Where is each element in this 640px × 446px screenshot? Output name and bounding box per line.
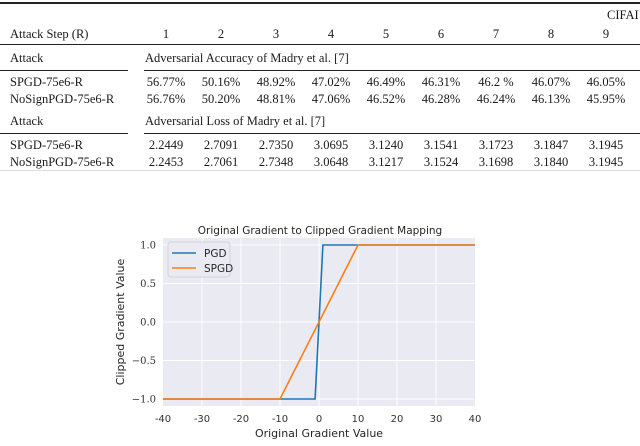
step-header-7: 7 (492, 27, 500, 41)
x-tick-label: 40 (469, 414, 482, 425)
table-cell: 46.2 % (478, 75, 514, 89)
table-cell: 46.31% (421, 75, 461, 89)
table-cell: 2.2449 (148, 138, 184, 152)
table-cell: 2.7091 (203, 138, 239, 152)
table-cell: 3.1945 (588, 155, 624, 169)
section-title: Adversarial Accuracy of Madry et al. [7] (145, 51, 349, 65)
table-cell: 3.1945 (588, 138, 624, 152)
header-rule (0, 44, 640, 45)
step-header-label: Attack Step (R) (10, 27, 89, 41)
x-tick-label: -20 (233, 414, 249, 425)
step-header-5: 5 (382, 27, 390, 41)
x-axis-label: Original Gradient Value (255, 427, 383, 440)
y-tick-label: −1.0 (132, 395, 156, 406)
table-cell: 3.1723 (478, 138, 514, 152)
table-cell: 50.20% (201, 92, 241, 106)
table-cell: 2.7348 (258, 155, 294, 169)
section-rule-left (0, 70, 128, 71)
x-tick-label: -10 (272, 414, 288, 425)
y-tick-label: −0.5 (132, 356, 156, 367)
table-cell: 46.07% (531, 75, 571, 89)
step-header-9: 9 (602, 27, 610, 41)
y-tick-label: 1.0 (140, 241, 156, 252)
table-cell: 46.24% (476, 92, 516, 106)
table-cell: 3.1541 (423, 138, 459, 152)
x-tick-label: 30 (430, 414, 443, 425)
x-tick-labels: -40 -30 -20 -10 0 10 20 30 40 (155, 414, 482, 425)
table-cell: 47.02% (311, 75, 351, 89)
table-cell: 3.1524 (423, 155, 459, 169)
table-cell: 46.52% (366, 92, 406, 106)
row-attack-name: NoSignPGD-75e6-R (10, 92, 115, 106)
table-cell: 56.76% (146, 92, 186, 106)
x-tick-label: -40 (155, 414, 171, 425)
step-header-6: 6 (437, 27, 445, 41)
table-cell: 46.28% (421, 92, 461, 106)
x-tick-label: 0 (316, 414, 322, 425)
chart-title: Original Gradient to Clipped Gradient Ma… (198, 225, 442, 237)
step-header-1: 1 (162, 27, 170, 41)
table-cell: 3.1698 (478, 155, 514, 169)
step-header-2: 2 (217, 27, 225, 41)
chart-legend: PGD SPGD (167, 241, 233, 278)
row-attack-name: NoSignPGD-75e6-R (10, 155, 115, 169)
y-axis-label: Clipped Gradient Value (114, 258, 127, 385)
legend-pgd-label: PGD (204, 248, 227, 260)
table-top-rule (0, 2, 640, 4)
table-cell: 48.81% (256, 92, 296, 106)
table-cell: 3.1847 (533, 138, 569, 152)
table-cell: 3.1840 (533, 155, 569, 169)
attack-column-label: Attack (10, 114, 44, 128)
step-header-3: 3 (272, 27, 280, 41)
y-tick-labels: 1.0 0.5 0.0 −0.5 −1.0 (132, 241, 156, 406)
row-attack-name: SPGD-75e6-R (10, 138, 83, 152)
table-cell: 56.77% (146, 75, 186, 89)
section-rule-right (144, 70, 640, 71)
table-cell: 50.16% (201, 75, 241, 89)
row-attack-name: SPGD-75e6-R (10, 75, 83, 89)
section-rule-left (0, 133, 128, 134)
table-bottom-rule (0, 170, 640, 171)
table-cell: 48.92% (256, 75, 296, 89)
table-cell: 46.49% (366, 75, 406, 89)
table-cell: 2.7350 (258, 138, 294, 152)
table-cell: 45.95% (586, 92, 626, 106)
y-tick-label: 0.0 (140, 318, 156, 329)
section-title: Adversarial Loss of Madry et al. [7] (145, 114, 326, 128)
table-cell: 2.2453 (148, 155, 184, 169)
table-cell: 2.7061 (203, 155, 239, 169)
table-cell: 47.06% (311, 92, 351, 106)
section-rule-right (144, 133, 640, 134)
step-header-8: 8 (547, 27, 555, 41)
x-tick-label: 20 (391, 414, 404, 425)
table-cell: 46.13% (531, 92, 571, 106)
table-cell: 3.0695 (313, 138, 349, 152)
spgd-line (163, 244, 475, 400)
table-cell: 46.05% (586, 75, 626, 89)
attack-column-label: Attack (10, 51, 44, 65)
y-tick-label: 0.5 (140, 279, 156, 290)
table-cell: 3.1240 (368, 138, 404, 152)
x-tick-label: -30 (194, 414, 210, 425)
legend-spgd-label: SPGD (204, 263, 233, 275)
x-tick-label: 10 (352, 414, 365, 425)
dataset-header: CIFAI (607, 8, 639, 22)
step-header-4: 4 (327, 27, 335, 41)
table-cell: 3.0648 (313, 155, 349, 169)
table-cell: 3.1217 (368, 155, 404, 169)
data-lines (163, 244, 475, 400)
